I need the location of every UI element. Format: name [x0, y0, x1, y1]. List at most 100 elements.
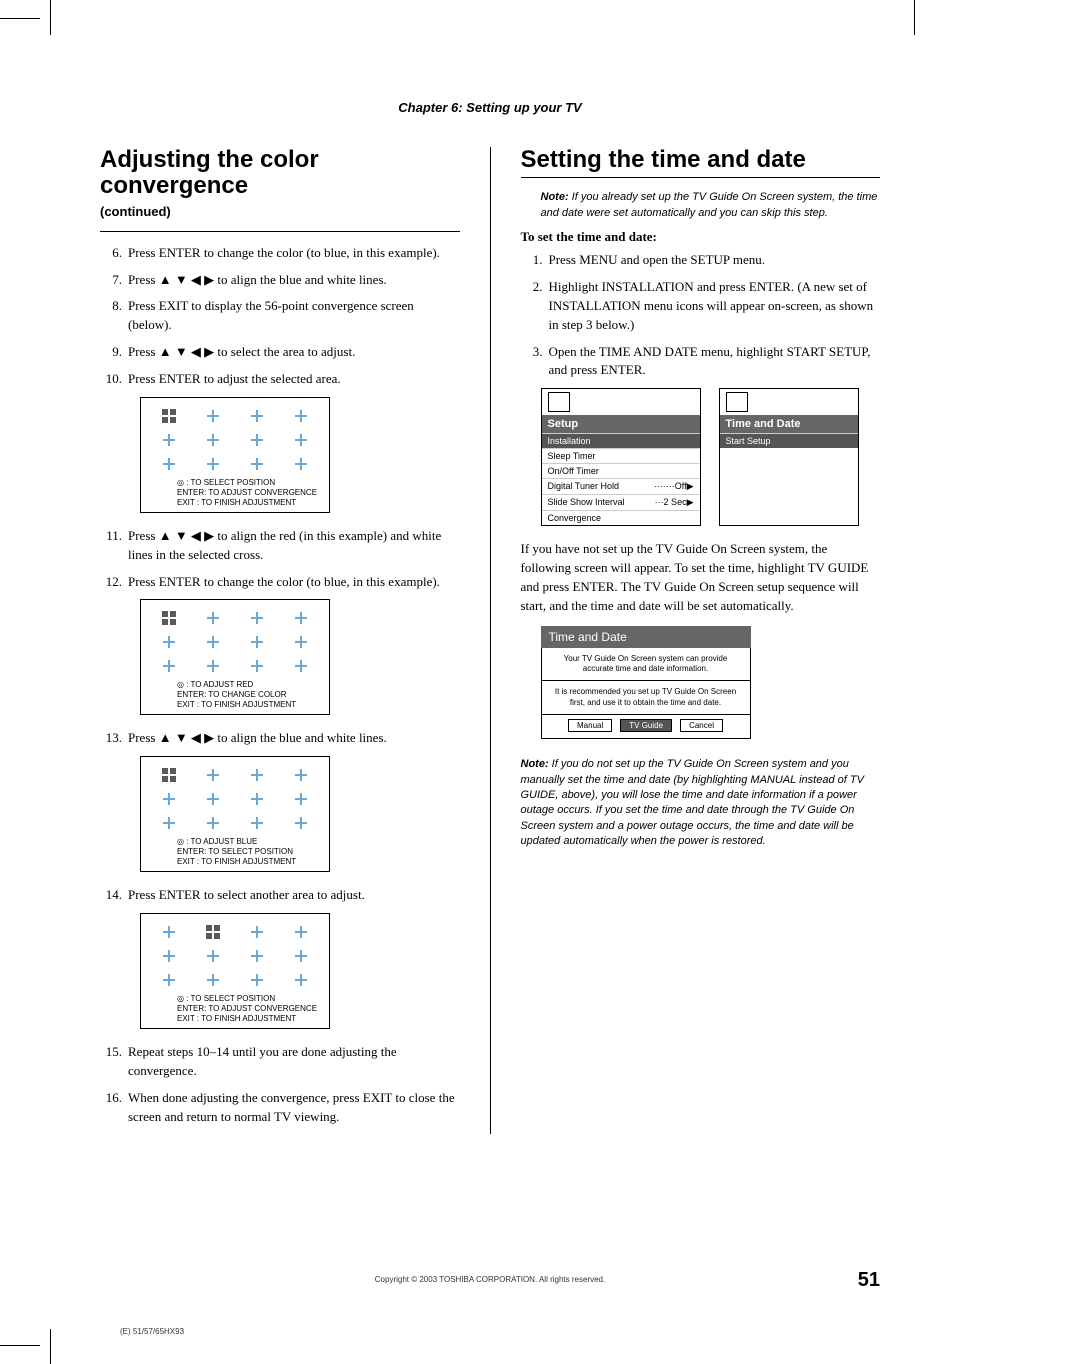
convergence-cross	[251, 974, 263, 986]
convergence-cross	[163, 817, 175, 829]
convergence-cross	[251, 950, 263, 962]
step-text: Press ▲ ▼ ◀ ▶ to select the area to adju…	[128, 344, 355, 359]
menu-item: Convergence	[542, 510, 700, 525]
step-number: 2.	[521, 278, 543, 297]
crop-mark	[0, 18, 40, 19]
convergence-selected-cross	[206, 925, 220, 939]
dialog-button: TV Guide	[620, 719, 672, 732]
step-number: 8.	[100, 297, 122, 316]
convergence-cross	[295, 817, 307, 829]
step-number: 7.	[100, 271, 122, 290]
convergence-cross	[295, 636, 307, 648]
step-item: 8. Press EXIT to display the 56-point con…	[100, 297, 460, 335]
step-text: Press ▲ ▼ ◀ ▶ to align the red (in this …	[128, 528, 441, 562]
convergence-caption-line: ENTER: TO SELECT POSITION	[177, 847, 323, 857]
convergence-box-3: ◎ : TO ADJUST BLUEENTER: TO SELECT POSIT…	[140, 756, 330, 872]
convergence-cross	[295, 950, 307, 962]
convergence-cross	[251, 458, 263, 470]
convergence-cross	[207, 793, 219, 805]
menu-item-label: On/Off Timer	[548, 466, 599, 476]
convergence-cross	[251, 793, 263, 805]
convergence-cross	[163, 636, 175, 648]
step-item: 1. Press MENU and open the SETUP menu.	[521, 251, 881, 270]
step-number: 1.	[521, 251, 543, 270]
crop-mark	[0, 1345, 40, 1346]
step-text: Press MENU and open the SETUP menu.	[549, 252, 766, 267]
subheading: To set the time and date:	[521, 229, 881, 245]
step-item: 3. Open the TIME AND DATE menu, highlight…	[521, 343, 881, 381]
convergence-selected-cross	[162, 611, 176, 625]
convergence-cross	[163, 974, 175, 986]
convergence-cross	[207, 950, 219, 962]
menu-item: Installation	[542, 433, 700, 448]
convergence-cross	[207, 612, 219, 624]
dialog-message: Your TV Guide On Screen system can provi…	[542, 648, 750, 681]
convergence-cross	[207, 817, 219, 829]
convergence-cross	[251, 410, 263, 422]
convergence-caption-line: ENTER: TO ADJUST CONVERGENCE	[177, 1004, 323, 1014]
convergence-selected-cross	[162, 409, 176, 423]
step-item: 16. When done adjusting the convergence, …	[100, 1089, 460, 1127]
menu-item: Start Setup	[720, 433, 858, 448]
step-list: 1. Press MENU and open the SETUP menu. 2.H…	[521, 251, 881, 380]
step-item: 2.Highlight INSTALLATION and press ENTER…	[521, 278, 881, 335]
menu-screenshot: Setup InstallationSleep TimerOn/Off Time…	[541, 388, 881, 526]
continued-label: (continued)	[100, 204, 460, 219]
convergence-cross	[207, 410, 219, 422]
convergence-cross	[295, 410, 307, 422]
convergence-cross	[163, 926, 175, 938]
convergence-cross	[207, 636, 219, 648]
convergence-cross	[207, 660, 219, 672]
menu-item: Slide Show Interval···2 Sec▶	[542, 494, 700, 510]
step-item: 9.Press ▲ ▼ ◀ ▶ to select the area to ad…	[100, 343, 460, 362]
step-list: 11. Press ▲ ▼ ◀ ▶ to align the red (in th…	[100, 527, 460, 592]
step-number: 13.	[100, 729, 122, 748]
step-number: 16.	[100, 1089, 122, 1108]
convergence-cross	[163, 660, 175, 672]
convergence-cross	[295, 974, 307, 986]
convergence-box-2: ◎ : TO ADJUST REDENTER: TO CHANGE COLORE…	[140, 599, 330, 715]
step-number: 11.	[100, 527, 122, 546]
menu-item: Digital Tuner Hold·······Off▶	[542, 478, 700, 494]
setup-menu: Setup InstallationSleep TimerOn/Off Time…	[541, 388, 701, 526]
step-text: Press ▲ ▼ ◀ ▶ to align the blue and whit…	[128, 730, 387, 745]
menu-icon	[548, 392, 570, 412]
step-text: Press ENTER to select another area to ad…	[128, 887, 365, 902]
convergence-cross	[163, 434, 175, 446]
dialog-buttons: ManualTV GuideCancel	[542, 714, 750, 738]
convergence-cross	[295, 926, 307, 938]
dialog-title: Time and Date	[541, 626, 751, 648]
step-list: 14.Press ENTER to select another area to…	[100, 886, 460, 905]
dialog-message: It is recommended you set up TV Guide On…	[542, 680, 750, 714]
convergence-caption-line: ENTER: TO CHANGE COLOR	[177, 690, 323, 700]
convergence-cross	[251, 660, 263, 672]
time-date-menu: Time and Date Start Setup	[719, 388, 859, 526]
chapter-header: Chapter 6: Setting up your TV	[100, 100, 880, 115]
menu-item-label: Slide Show Interval	[548, 497, 625, 508]
step-number: 3.	[521, 343, 543, 362]
menu-item-label: Installation	[548, 436, 591, 446]
convergence-box-1: ◎ : TO SELECT POSITIONENTER: TO ADJUST C…	[140, 397, 330, 513]
footer-code: (E) 51/57/65HX93	[120, 1327, 184, 1336]
convergence-cross	[207, 974, 219, 986]
crop-mark	[50, 0, 51, 35]
step-text: Open the TIME AND DATE menu, highlight S…	[549, 344, 871, 378]
note-block: Note: If you do not set up the TV Guide …	[521, 757, 881, 849]
convergence-cross	[295, 793, 307, 805]
convergence-caption-line: ◎ : TO SELECT POSITION	[177, 994, 323, 1004]
convergence-caption-line: ◎ : TO ADJUST RED	[177, 680, 323, 690]
convergence-cross	[295, 434, 307, 446]
step-number: 6.	[100, 244, 122, 263]
menu-iconbar	[542, 389, 700, 415]
menu-icon	[726, 392, 748, 412]
rule	[521, 177, 881, 178]
dialog-button: Cancel	[680, 719, 723, 732]
step-text: Repeat steps 10–14 until you are done ad…	[128, 1044, 397, 1078]
step-number: 15.	[100, 1043, 122, 1062]
step-text: When done adjusting the convergence, pre…	[128, 1090, 455, 1124]
convergence-cross	[163, 950, 175, 962]
convergence-cross	[251, 926, 263, 938]
menu-item-label: Digital Tuner Hold	[548, 481, 620, 492]
step-text: Press EXIT to display the 56-point conve…	[128, 298, 414, 332]
convergence-cross	[251, 612, 263, 624]
